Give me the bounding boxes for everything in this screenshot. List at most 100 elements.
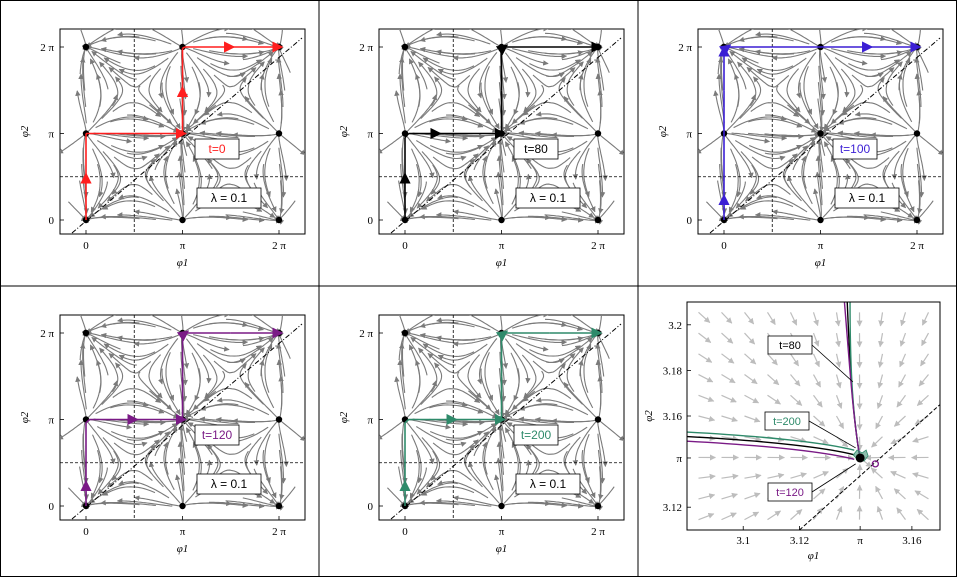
streamline <box>89 58 102 108</box>
zoom-streamline <box>721 492 738 500</box>
fixed-point <box>275 130 283 137</box>
x-tick-label: 2 π <box>272 240 286 252</box>
streamline <box>445 422 497 441</box>
streamline <box>477 338 498 385</box>
streamline <box>724 134 754 179</box>
streamline <box>730 148 742 198</box>
time-label: t=200 <box>521 428 552 442</box>
streamline <box>891 134 917 180</box>
streamline <box>403 44 459 58</box>
streamline <box>754 49 811 55</box>
streamline <box>722 215 778 222</box>
streamline <box>733 115 787 129</box>
streamline <box>192 84 226 125</box>
streamline <box>161 368 181 416</box>
streamline <box>108 352 152 374</box>
dashed-diagonal <box>390 323 622 520</box>
zoom-streamline <box>875 415 884 430</box>
streamline <box>544 500 600 510</box>
streamline <box>739 76 762 120</box>
streamline <box>102 437 122 481</box>
zoom-streamline <box>744 473 762 480</box>
streamline <box>112 102 162 117</box>
streamline <box>405 420 435 465</box>
zoom-streamline <box>813 436 829 444</box>
streamline <box>102 486 156 496</box>
fixed-point <box>401 329 409 337</box>
dashed-diagonal <box>71 323 303 520</box>
streamline <box>148 461 181 504</box>
streamline <box>786 68 801 113</box>
streamline <box>435 49 492 55</box>
streamline <box>544 214 600 224</box>
streamline <box>403 94 438 136</box>
zoom-streamline <box>698 394 715 403</box>
zoom-streamline <box>836 436 849 448</box>
y-tick-label: 0 <box>49 215 55 227</box>
lambda-label: λ = 0.1 <box>849 191 886 205</box>
zoom-streamline <box>698 332 712 344</box>
y-tick-label: π <box>367 129 373 141</box>
time-label-box <box>832 138 878 160</box>
streamline <box>484 66 494 115</box>
zoom-streamline <box>920 353 930 367</box>
streamline <box>496 441 504 492</box>
streamline <box>225 46 281 55</box>
streamline <box>416 140 467 161</box>
streamline <box>405 134 435 179</box>
zoom-streamline <box>744 492 761 500</box>
streamline <box>583 433 590 484</box>
time-label-box <box>513 138 559 160</box>
x-tick-label: 2 π <box>591 526 605 538</box>
time-label: t=0 <box>208 142 225 156</box>
fixed-point <box>594 130 602 137</box>
streamline <box>81 42 109 90</box>
streamline <box>165 66 175 115</box>
zoom-streamline <box>767 394 781 405</box>
zoom-fixed-point <box>855 453 865 463</box>
streamline <box>528 36 583 46</box>
streamline <box>427 66 471 88</box>
streamline <box>110 144 165 153</box>
panel-grid: 0 π 2 π 0 π 2 π φ1 φ2 t=0 λ = 0.1 0 π 2 π 0 π 2 π φ1 φ2 t=… <box>19 28 944 555</box>
streamline <box>158 52 179 99</box>
y-tick-label: π <box>48 415 54 427</box>
streamline <box>595 343 603 394</box>
streamline <box>788 29 822 48</box>
zoom-streamline <box>916 394 929 406</box>
streamline <box>497 138 505 189</box>
zoom-streamline <box>790 436 807 443</box>
y-tick-label: 2 π <box>40 42 54 54</box>
streamline <box>764 136 816 155</box>
streamline <box>902 147 909 198</box>
streamline <box>429 404 484 414</box>
streamline <box>446 400 498 419</box>
zoom-label: t=80 <box>779 340 801 352</box>
streamline <box>722 94 757 136</box>
streamline <box>177 441 185 492</box>
streamline <box>81 418 89 468</box>
streamline <box>117 317 172 331</box>
zoom-streamline <box>878 312 885 327</box>
fixed-point <box>275 216 283 224</box>
streamline <box>847 36 902 46</box>
streamline <box>803 66 813 115</box>
x-tick-label: 0 <box>83 526 89 538</box>
zoom-streamline <box>790 472 807 479</box>
streamline <box>100 36 156 43</box>
streamline <box>436 317 491 331</box>
dashed-diagonal <box>71 37 303 234</box>
streamline <box>746 66 790 88</box>
streamline <box>110 430 165 439</box>
streamline <box>511 370 545 411</box>
streamline <box>253 134 279 180</box>
zoom-streamline <box>744 415 761 423</box>
streamline <box>199 416 255 424</box>
streamline <box>738 213 794 221</box>
zoom-streamline <box>835 415 845 429</box>
streamline <box>138 371 173 411</box>
streamline <box>595 57 603 108</box>
x-tick-label: 2 π <box>272 526 286 538</box>
zoom-streamline <box>744 332 756 345</box>
zoom-label: t=200 <box>773 416 801 428</box>
